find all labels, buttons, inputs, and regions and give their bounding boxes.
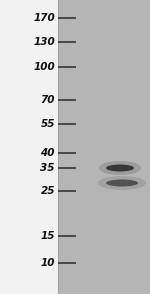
- Text: 170: 170: [33, 13, 55, 23]
- Text: 25: 25: [40, 186, 55, 196]
- Text: 100: 100: [33, 62, 55, 72]
- Ellipse shape: [106, 165, 134, 171]
- Ellipse shape: [106, 180, 138, 186]
- Text: 35: 35: [40, 163, 55, 173]
- Text: 55: 55: [40, 119, 55, 129]
- Bar: [58, 0, 150, 294]
- Ellipse shape: [98, 176, 146, 190]
- Text: 40: 40: [40, 148, 55, 158]
- Text: 10: 10: [40, 258, 55, 268]
- Text: 70: 70: [40, 95, 55, 105]
- Text: 15: 15: [40, 231, 55, 241]
- Text: 130: 130: [33, 37, 55, 47]
- Ellipse shape: [99, 161, 141, 175]
